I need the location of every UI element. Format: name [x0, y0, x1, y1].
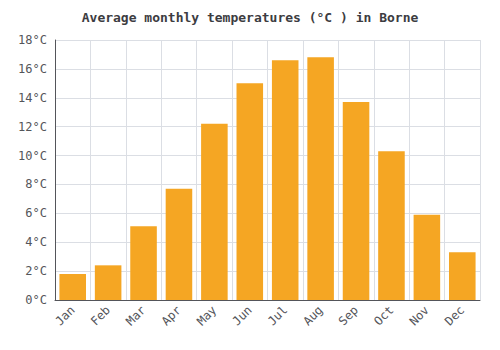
svg-text:May: May: [194, 303, 219, 328]
svg-text:Mar: Mar: [123, 303, 148, 328]
svg-text:12°C: 12°C: [18, 120, 47, 134]
svg-text:2°C: 2°C: [25, 264, 47, 278]
svg-text:Oct: Oct: [371, 303, 396, 328]
svg-text:Jul: Jul: [265, 303, 290, 328]
svg-text:Average monthly temperatures (: Average monthly temperatures (°C ) in Bo…: [82, 10, 419, 25]
svg-text:14°C: 14°C: [18, 91, 47, 105]
svg-text:Feb: Feb: [88, 303, 113, 328]
svg-text:0°C: 0°C: [25, 293, 47, 307]
svg-text:Aug: Aug: [300, 303, 325, 328]
svg-text:Nov: Nov: [407, 303, 432, 328]
svg-text:Jan: Jan: [52, 303, 77, 328]
svg-text:10°C: 10°C: [18, 149, 47, 163]
svg-text:Sep: Sep: [336, 303, 361, 328]
svg-text:Jun: Jun: [230, 303, 255, 328]
svg-text:16°C: 16°C: [18, 62, 47, 76]
svg-text:18°C: 18°C: [18, 33, 47, 47]
svg-text:4°C: 4°C: [25, 235, 47, 249]
svg-text:8°C: 8°C: [25, 177, 47, 191]
svg-text:6°C: 6°C: [25, 206, 47, 220]
svg-text:Apr: Apr: [159, 303, 184, 328]
svg-text:Dec: Dec: [442, 303, 467, 328]
